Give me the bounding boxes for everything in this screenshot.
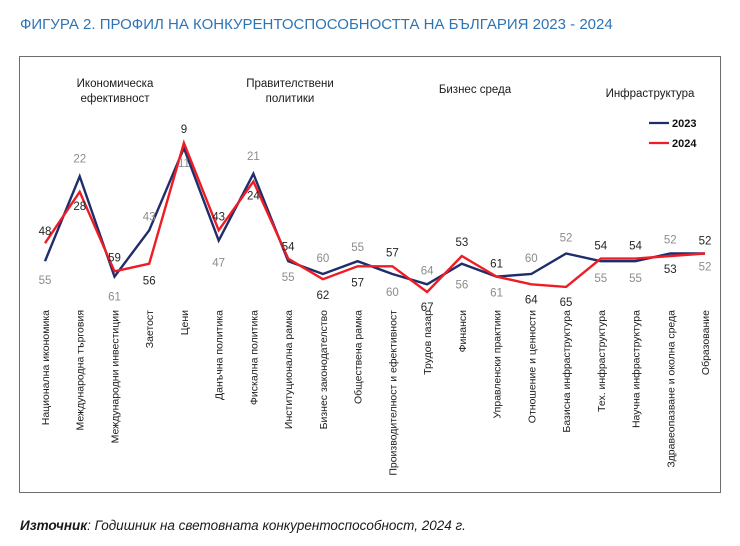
x-tick-label: Международни инвестиции [109,310,121,444]
data-label-2024: 9 [181,124,187,136]
x-tick-label: Бизнес законодателство [318,310,330,430]
data-label-2023: 47 [212,258,225,270]
data-label-2024: 53 [664,264,677,276]
data-label-2023: 55 [629,273,642,285]
data-label-2024: 64 [525,294,538,306]
group-label: Правителствени [246,78,334,90]
data-label-2024: 57 [386,247,399,259]
data-label-2023: 52 [699,261,712,273]
source-label: Източник [20,518,88,533]
data-label-2023: 22 [73,153,86,165]
x-tick-label: Тех. инфраструктура [596,310,608,412]
x-tick-label: Международна търговия [75,310,87,431]
data-label-2023: 52 [664,234,677,246]
group-label: Инфраструктура [606,88,695,100]
data-label-2024: 24 [247,191,260,203]
group-label: политики [266,93,315,105]
group-label: ефективност [81,93,151,105]
data-label-2023: 60 [316,253,329,265]
data-label-2024: 61 [490,259,503,271]
data-label-2024: 54 [629,241,642,253]
data-label-2024: 52 [699,235,712,247]
data-label-2023: 11 [178,158,190,170]
group-label: Икономическа [77,78,154,90]
source-note: Източник: Годишник на световната конкуре… [20,518,466,533]
data-label-2023: 60 [386,287,399,299]
data-label-2024: 28 [73,201,86,213]
data-label-2023: 56 [455,280,468,292]
x-tick-label: Научна инфраструктура [631,310,643,428]
data-label-2023: 60 [525,253,538,265]
data-label-2023: 61 [108,292,121,304]
data-labels: 55 22 61 43 11 47 21 55 60 55 60 64 56 61 60 52 55 55 52 52… [39,124,712,314]
data-label-2024: 56 [143,276,156,288]
data-label-2024: 65 [560,297,573,309]
x-tick-label: Национална икономика [40,310,52,425]
x-tick-label: Обществена рамка [353,310,365,404]
legend-label-2023: 2023 [672,118,696,130]
x-axis-tick-labels: Национална икономика Международна търгови… [40,310,712,476]
data-label-2024: 54 [594,241,607,253]
x-tick-label: Образование [700,310,712,375]
data-label-2023: 55 [594,273,607,285]
data-label-2023: 55 [282,272,295,284]
x-tick-label: Институционална рамка [283,310,295,429]
x-tick-label: Данъчна политика [214,310,226,400]
x-tick-label: Фискална политика [248,310,260,405]
x-tick-label: Заетост [144,310,156,348]
data-label-2024: 57 [351,277,364,289]
x-tick-label: Отношение и ценности [526,310,538,423]
x-tick-label: Цени [179,310,191,335]
series-line-2024 [44,139,706,294]
legend: 2023 2024 [649,118,697,150]
x-tick-label: Управленски практики [492,310,504,419]
data-label-2024: 53 [455,237,468,249]
data-label-2024: 59 [108,252,121,264]
data-label-2024: 43 [212,211,225,223]
data-label-2023: 55 [39,275,52,287]
x-tick-label: Финанси [457,310,469,353]
group-labels: Икономическа ефективност Правителствени пол… [77,78,695,105]
data-label-2024: 54 [282,242,295,254]
data-label-2024: 67 [421,302,434,314]
data-label-2023: 52 [560,232,573,244]
source-text: : Годишник на световната конкурентоспосо… [87,518,466,533]
data-label-2023: 21 [247,151,260,163]
series-line-2023 [43,144,705,286]
data-label-2023: 55 [351,242,364,254]
data-label-2024: 62 [316,290,329,302]
legend-label-2024: 2024 [672,138,697,150]
figure-title: ФИГУРА 2. ПРОФИЛ НА КОНКУРЕНТОСПОСОБНОСТ… [20,16,613,33]
series-lines [43,139,706,294]
data-label-2023: 43 [143,211,156,223]
chart-frame [19,56,721,493]
data-label-2023: 64 [421,265,434,277]
x-tick-label: Трудов пазар [422,310,434,375]
x-tick-label: Производителност и ефективност [387,310,399,476]
group-label: Бизнес среда [439,84,512,96]
data-label-2023: 61 [490,288,503,300]
x-tick-label: Базисна инфраструктура [561,310,573,433]
x-tick-label: Здравеопазване и околна среда [665,310,677,468]
data-label-2024: 48 [39,226,52,238]
